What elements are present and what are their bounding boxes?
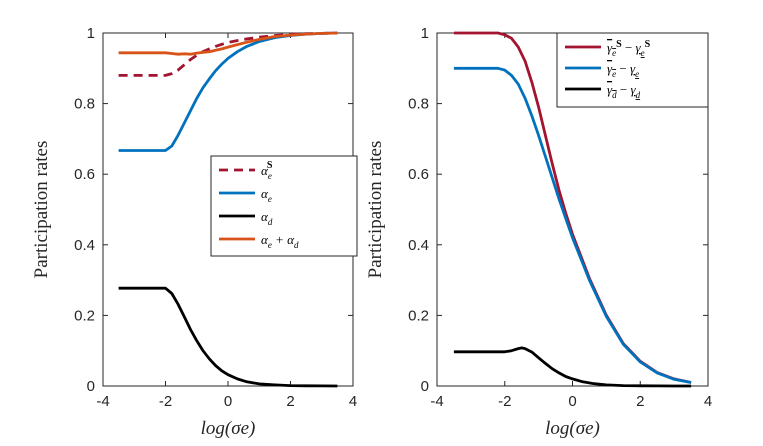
legend-label: γd − γd (607, 82, 641, 100)
y-tick-label: 0 (87, 378, 95, 395)
series-line-1 (453, 66, 692, 384)
x-tick-label: 0 (224, 393, 232, 410)
legend: αeS αe αd αe + αd (210, 155, 358, 257)
series-line-2 (453, 346, 692, 388)
legend-label: αe + αd (261, 232, 299, 250)
left-chart-panel: -4 -2 0 2 4 0 0.2 0.4 0.6 0.8 1 Participation rates… (31, 25, 358, 439)
series-line-3 (118, 31, 338, 56)
x-tick-label: -4 (96, 393, 109, 410)
y-tick-label: 0.6 (408, 166, 429, 183)
x-tick-label: 2 (286, 393, 294, 410)
y-tick-label: 0.2 (408, 307, 429, 324)
legend-label: αd (261, 209, 273, 227)
y-tick-label: 0.8 (408, 96, 429, 113)
legend-label: γeS − γeS (607, 39, 651, 58)
y-tick-label: 1 (87, 25, 95, 42)
y-tick-label: 0.4 (74, 237, 95, 254)
x-axis-label: log(σe) (201, 418, 256, 439)
series-line-2 (118, 286, 338, 388)
legend-label: γe − γe (607, 61, 639, 79)
y-tick-label: 0.4 (408, 237, 429, 254)
y-tick-label: 0 (421, 378, 429, 395)
legend-label: αe (261, 186, 272, 204)
series-line-0 (118, 31, 338, 77)
legend-box (556, 32, 709, 108)
y-tick-label: 0.6 (74, 166, 95, 183)
y-tick-label: 0.2 (74, 307, 95, 324)
x-tick-label: 2 (636, 393, 644, 410)
legend: γeS − γeS γe − γe γd − γd (556, 32, 709, 108)
x-tick-label: 4 (349, 393, 357, 410)
legend-label: αeS (261, 160, 273, 181)
x-tick-label: 0 (568, 393, 576, 410)
x-axis-label: log(σe) (545, 418, 600, 439)
x-tick-label: -2 (498, 393, 511, 410)
y-axis-label: Participation rates (31, 141, 52, 279)
y-tick-label: 1 (421, 25, 429, 42)
y-tick-label: 0.8 (74, 96, 95, 113)
x-tick-label: -2 (159, 393, 172, 410)
x-tick-label: 4 (704, 393, 712, 410)
x-tick-label: -4 (430, 393, 443, 410)
y-axis-label: Participation rates (365, 141, 386, 279)
right-chart-panel: -4 -2 0 2 4 0 0.2 0.4 0.6 0.8 1 Participation rates… (365, 25, 712, 439)
